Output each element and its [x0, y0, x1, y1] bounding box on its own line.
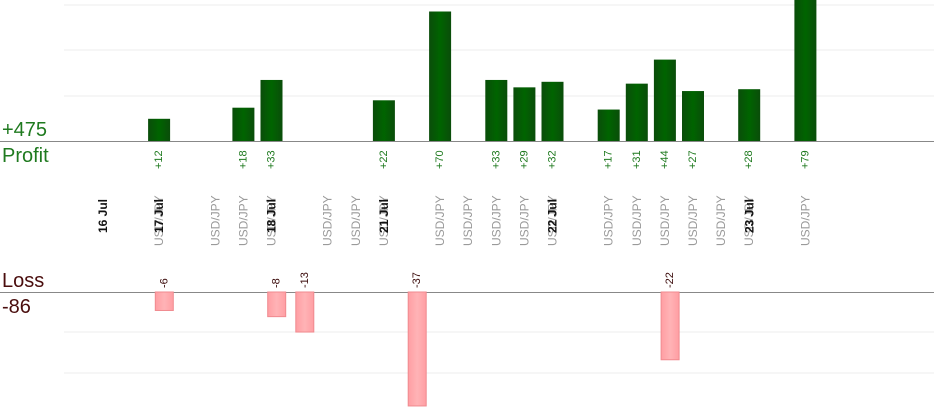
- pair-label: USD/JPY: [208, 195, 222, 246]
- pair-label: USD/JPY: [546, 195, 560, 246]
- pair-label: USD/JPY: [742, 195, 756, 246]
- loss-bar: [660, 291, 680, 361]
- loss-bar: [154, 291, 174, 311]
- loss-value-label: -8: [271, 278, 283, 288]
- profit-bar: [232, 107, 255, 141]
- loss-total: -86: [2, 296, 31, 318]
- profit-bar: [682, 91, 704, 141]
- pair-label: USD/JPY: [461, 195, 475, 246]
- profit-value-label: +32: [547, 150, 559, 169]
- pair-label: USD/JPY: [658, 195, 672, 246]
- profit-label: Profit: [2, 145, 49, 167]
- profit-bar: [372, 100, 395, 141]
- profit-bar: [653, 59, 676, 141]
- pair-label: USD/JPY: [236, 195, 250, 246]
- loss-value-label: -6: [158, 278, 170, 288]
- loss-bar: [407, 291, 427, 407]
- profit-value-label: +33: [266, 150, 278, 169]
- profit-value-label: +12: [153, 150, 165, 169]
- date-label: 22 Jul: [546, 199, 560, 233]
- date-label: 23 Jul: [742, 199, 756, 233]
- pair-label: USD/JPY: [321, 195, 335, 246]
- profit-bar: [148, 118, 171, 141]
- profit-bar: [794, 0, 817, 141]
- profit-bar: [485, 79, 508, 141]
- profit-value-label: +17: [603, 150, 615, 169]
- profit-value-label: +22: [378, 150, 390, 169]
- profit-value-label: +31: [631, 150, 643, 169]
- pair-label: USD/JPY: [265, 195, 279, 246]
- pair-label: USD/JPY: [349, 195, 363, 246]
- date-label: 16 Jul: [96, 199, 110, 233]
- pair-label: USD/JPY: [489, 195, 503, 246]
- pair-label: USD/JPY: [433, 195, 447, 246]
- profit-total: +475: [2, 119, 48, 141]
- profit-bar: [260, 79, 283, 141]
- profit-bar: [738, 89, 761, 141]
- pair-label: USD/JPY: [714, 195, 728, 246]
- loss-value-label: -22: [664, 272, 676, 288]
- profit-bar: [541, 81, 564, 141]
- loss-label: Loss: [2, 270, 45, 292]
- loss-value-label: -13: [299, 272, 311, 288]
- profit-value-label: +18: [237, 150, 249, 169]
- pair-label: USD/JPY: [798, 195, 812, 246]
- profit-value-label: +28: [743, 150, 755, 169]
- pair-label: USD/JPY: [377, 195, 391, 246]
- profit-value-label: +70: [434, 150, 446, 169]
- profit-bar: [597, 109, 620, 141]
- profit-value-label: +29: [518, 150, 530, 169]
- profit-value-label: +33: [490, 150, 502, 169]
- profit-bar: [513, 87, 536, 141]
- pair-label: USD/JPY: [686, 195, 700, 246]
- date-label: 17 Jul: [152, 199, 166, 233]
- profit-value-label: +79: [799, 150, 811, 169]
- profit-value-label: +27: [687, 150, 699, 169]
- profit-bar: [429, 11, 452, 141]
- profit-value-label: +44: [659, 150, 671, 169]
- pair-label: USD/JPY: [602, 195, 616, 246]
- date-label: 18 Jul: [265, 199, 279, 233]
- loss-bar: [295, 291, 315, 333]
- profit-bar: [625, 83, 648, 141]
- pair-label: USD/JPY: [152, 195, 166, 246]
- pair-label: USD/JPY: [517, 195, 531, 246]
- loss-value-label: -37: [411, 272, 423, 288]
- pair-label: USD/JPY: [630, 195, 644, 246]
- loss-bar: [267, 291, 287, 318]
- date-label: 21 Jul: [377, 199, 391, 233]
